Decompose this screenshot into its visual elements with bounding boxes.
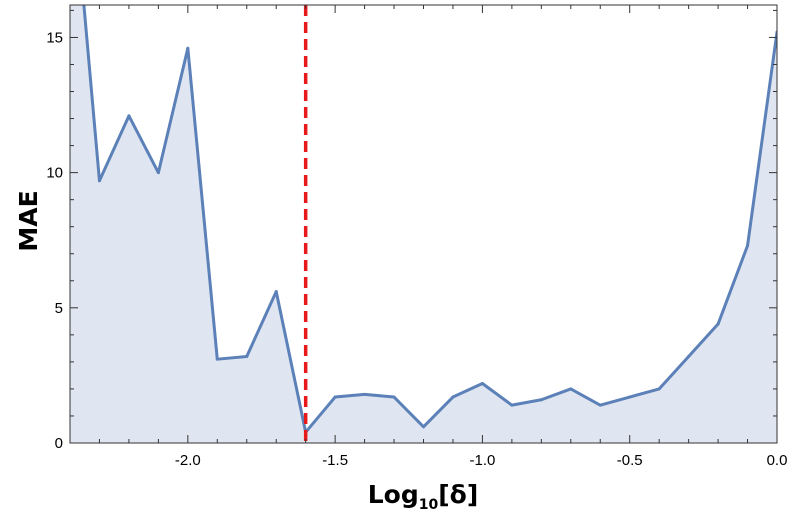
data-point-5: [215, 357, 219, 361]
y-tick-label: 10: [46, 165, 63, 182]
data-point-17: [569, 387, 573, 391]
data-point-16: [539, 398, 543, 402]
x-axis-title-rest: [δ]: [438, 480, 478, 509]
y-tick-label: 0: [55, 435, 63, 452]
data-point-6: [245, 354, 249, 358]
data-point-13: [451, 395, 455, 399]
data-point-1: [97, 179, 101, 183]
data-point-7: [274, 290, 278, 294]
data-point-15: [510, 403, 514, 407]
x-axis-title-base: Log: [368, 480, 419, 509]
data-point-19: [628, 395, 632, 399]
data-point-14: [480, 382, 484, 386]
data-point-10: [363, 392, 367, 396]
data-point-12: [422, 425, 425, 429]
data-point-23: [746, 244, 750, 248]
data-point-22: [716, 322, 720, 326]
x-axis-title-subscript: 10: [419, 497, 439, 513]
data-point-2: [127, 114, 131, 118]
x-tick-label: -0.5: [617, 452, 643, 469]
area-fill: [70, 5, 777, 443]
data-point-11: [392, 395, 396, 399]
y-tick-label: 5: [55, 300, 63, 317]
data-point-3: [156, 171, 160, 175]
data-point-4: [186, 46, 190, 50]
x-tick-label: -1.5: [322, 452, 348, 469]
x-tick-label: -1.0: [469, 452, 495, 469]
data-point-9: [333, 395, 337, 399]
y-axis-title: MAE: [14, 190, 43, 251]
y-tick-label: 15: [46, 29, 63, 46]
x-axis-title: Log10[δ]: [368, 480, 479, 513]
data-point-18: [598, 403, 602, 407]
x-tick-label: -2.0: [175, 452, 201, 469]
data-point-21: [687, 354, 691, 358]
data-point-20: [657, 387, 661, 391]
x-tick-label: 0.0: [767, 452, 788, 469]
